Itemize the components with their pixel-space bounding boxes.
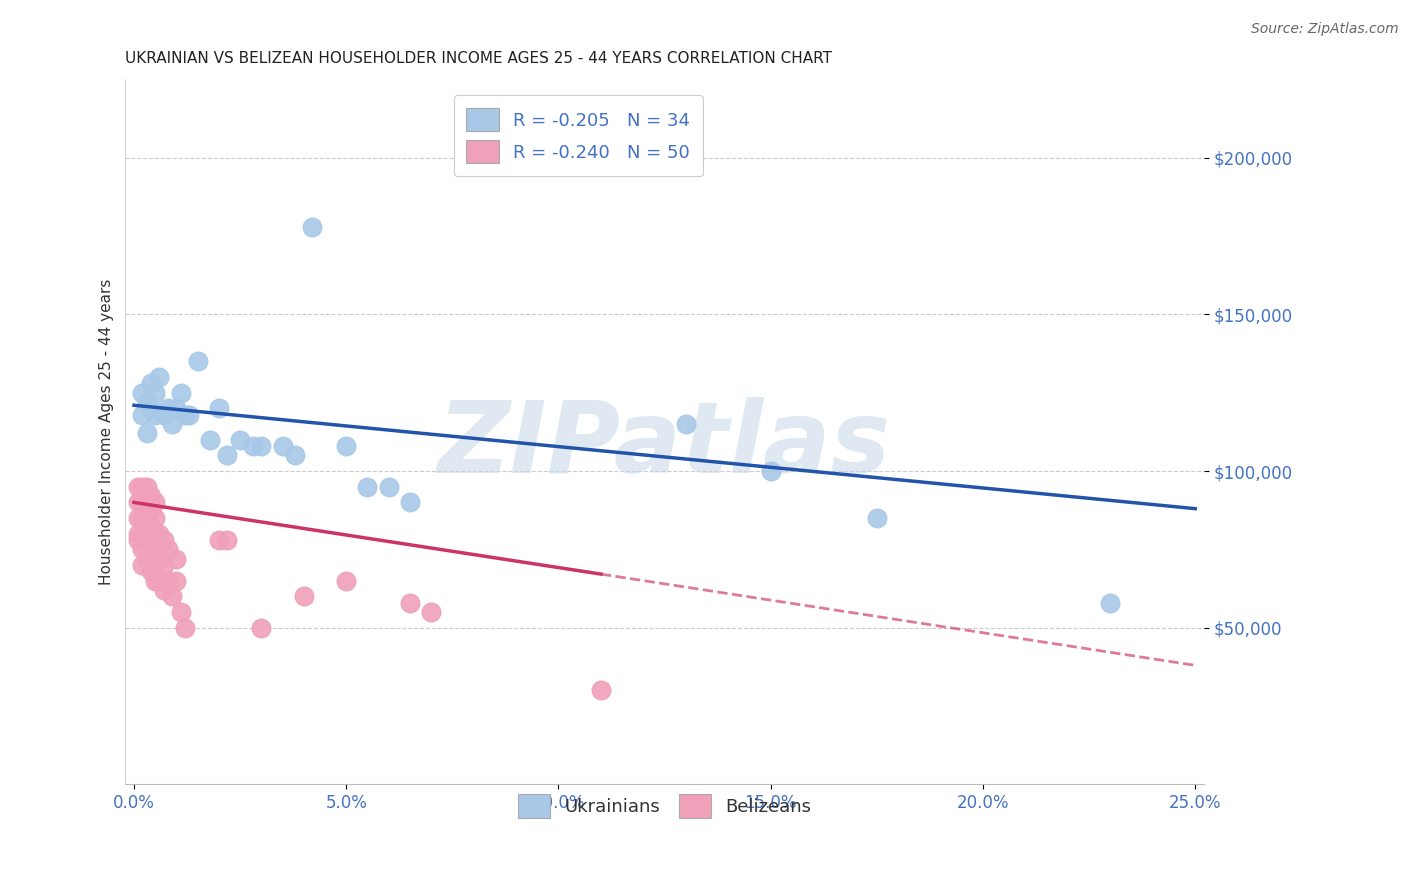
Point [143,385,166,400]
Point [156,401,179,416]
Point [127,480,149,494]
Point [139,551,162,566]
Point [229,433,252,447]
Point [250,439,273,453]
Text: Source: ZipAtlas.com: Source: ZipAtlas.com [1251,22,1399,37]
Point [135,533,157,547]
Point [399,596,422,610]
Point [169,605,191,619]
Point [271,439,294,453]
Text: UKRAINIAN VS BELIZEAN HOUSEHOLDER INCOME AGES 25 - 44 YEARS CORRELATION CHART: UKRAINIAN VS BELIZEAN HOUSEHOLDER INCOME… [125,51,832,66]
Point [160,417,183,431]
Point [420,605,443,619]
Point [131,495,153,509]
Point [174,408,197,422]
Point [292,590,315,604]
Point [131,385,153,400]
Point [139,533,162,547]
Point [135,551,157,566]
Point [135,480,157,494]
Y-axis label: Householder Income Ages 25 - 44 years: Householder Income Ages 25 - 44 years [100,278,114,585]
Point [139,401,162,416]
Point [139,565,162,579]
Point [131,408,153,422]
Point [148,526,170,541]
Point [135,511,157,525]
Point [127,495,149,509]
Point [399,495,422,509]
Text: ZIPatlas: ZIPatlas [439,398,891,494]
Point [152,533,174,547]
Point [143,511,166,525]
Point [127,511,149,525]
Point [284,449,307,463]
Point [135,395,157,409]
Point [200,433,222,447]
Point [139,489,162,503]
Point [242,439,264,453]
Point [187,354,209,368]
Point [148,551,170,566]
Point [148,574,170,588]
Point [675,417,697,431]
Point [377,480,399,494]
Point [127,533,149,547]
Point [335,574,357,588]
Point [152,558,174,572]
Point [179,408,201,422]
Point [589,683,612,698]
Point [165,551,187,566]
Point [759,464,782,478]
Point [135,426,157,441]
Point [174,621,197,635]
Point [131,480,153,494]
Point [152,583,174,598]
Point [143,526,166,541]
Point [335,439,357,453]
Legend: Ukrainians, Belizeans: Ukrainians, Belizeans [510,787,818,825]
Point [148,370,170,384]
Point [143,558,166,572]
Point [143,408,166,422]
Point [131,558,153,572]
Point [143,495,166,509]
Point [250,621,273,635]
Point [301,219,323,234]
Point [165,401,187,416]
Point [139,501,162,516]
Point [208,533,231,547]
Point [165,574,187,588]
Point [143,542,166,557]
Point [152,408,174,422]
Point [156,542,179,557]
Point [208,401,231,416]
Point [127,526,149,541]
Point [131,526,153,541]
Point [160,590,183,604]
Point [131,542,153,557]
Point [139,376,162,391]
Point [135,495,157,509]
Point [217,449,239,463]
Point [135,520,157,534]
Point [169,385,191,400]
Point [866,511,889,525]
Point [156,574,179,588]
Point [356,480,378,494]
Point [217,533,239,547]
Point [143,574,166,588]
Point [139,520,162,534]
Point [131,511,153,525]
Point [1099,596,1122,610]
